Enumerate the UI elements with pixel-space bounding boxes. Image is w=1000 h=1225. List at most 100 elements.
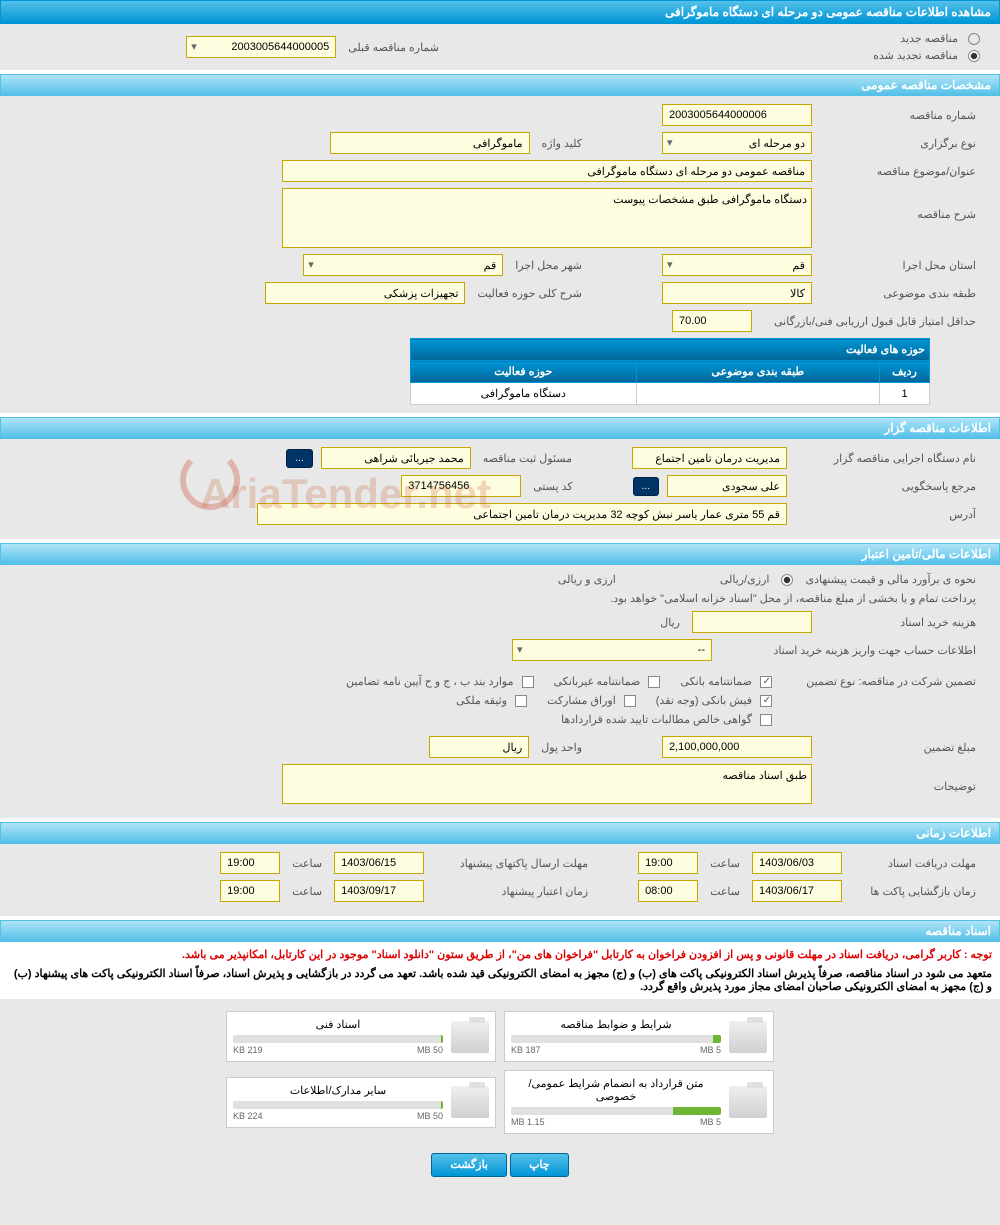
open-date[interactable]: 1403/06/17 [752,880,842,902]
address-label: آدرس [795,508,980,521]
cb-receivables[interactable] [760,714,772,726]
keyword-field[interactable]: ماموگرافی [330,132,530,154]
cell-act: دستگاه ماموگرافی [411,383,637,405]
submit-time[interactable]: 19:00 [220,852,280,874]
general-content: شماره مناقصه 2003005644000006 نوع برگزار… [0,96,1000,413]
file-box[interactable]: اسناد فنی 50 MB219 KB [226,1011,496,1062]
file-used: 1.15 MB [511,1117,545,1127]
file-total: 50 MB [417,1111,443,1121]
desc-textarea[interactable]: دستگاه ماموگرافی طبق مشخصات پیوست [282,188,812,248]
account-select[interactable]: -- [512,639,712,661]
page-title: مشاهده اطلاعات مناقصه عمومی دو مرحله ای … [0,0,1000,24]
file-box[interactable]: شرایط و ضوابط مناقصه 5 MB 187 KB [504,1011,774,1062]
responder-field: علی سجودی [667,475,787,497]
guarantee-label: تضمین شرکت در مناقصه: نوع تضمین [780,675,980,688]
cell-num: 1 [880,383,930,405]
tender-number-field: 2003005644000006 [662,104,812,126]
section-timing: اطلاعات زمانی [0,822,1000,844]
table-title: حوزه های فعالیت [411,339,930,361]
estimate-label: نحوه ی برآورد مالی و قیمت پیشنهادی [801,573,980,586]
tender-number-label: شماره مناقصه [820,109,980,122]
financial-content: نحوه ی برآورد مالی و قیمت پیشنهادی ارزی/… [0,565,1000,818]
valid-date[interactable]: 1403/09/17 [334,880,424,902]
file-name: شرایط و ضوابط مناقصه [511,1018,721,1031]
activity-field[interactable]: تجهیزات پزشکی [265,282,465,304]
receive-label: مهلت دریافت اسناد [850,857,980,870]
col-category: طبقه بندی موضوعی [636,361,879,383]
category-field[interactable]: کالا [662,282,812,304]
time-label-1: ساعت [706,857,744,870]
postal-label: کد پستی [529,480,576,493]
page-container: AriaTender.net مشاهده اطلاعات مناقصه عمو… [0,0,1000,1183]
valid-time[interactable]: 19:00 [220,880,280,902]
notes-label: توضیحات [820,764,980,793]
footer: چاپ بازگشت [0,1146,1000,1183]
cb-cash[interactable] [760,695,772,707]
print-button[interactable]: چاپ [510,1153,569,1177]
valid-label: زمان اعتبار پیشنهاد [432,885,592,898]
file-box[interactable]: سایر مدارک/اطلاعات 50 MB224 KB [226,1077,496,1128]
open-time[interactable]: 08:00 [638,880,698,902]
city-select[interactable]: قم [303,254,503,276]
file-total: 5 MB [700,1045,721,1055]
unit-label: واحد پول [537,741,586,754]
account-label: اطلاعات حساب جهت واریز هزینه خرید اسناد [720,644,980,657]
time-label-4: ساعت [288,885,326,898]
postal-field: 3714756456 [401,475,521,497]
reg-field: محمد جیریائی شراهی [321,447,471,469]
file-progress [511,1035,721,1043]
amount-field[interactable]: 2,100,000,000 [662,736,812,758]
prev-number-select[interactable]: 2003005644000005 [186,36,336,58]
file-name: سایر مدارک/اطلاعات [233,1084,443,1097]
file-total: 50 MB [417,1045,443,1055]
section-organizer: اطلاعات مناقصه گزار [0,417,1000,439]
submit-date[interactable]: 1403/06/15 [334,852,424,874]
subject-label: عنوان/موضوع مناقصه [820,165,980,178]
receive-date[interactable]: 1403/06/03 [752,852,842,874]
prev-number-label: شماره مناقصه قبلی [344,41,443,54]
docs-warning: توجه : کاربر گرامی، دریافت اسناد در مهلت… [0,942,1000,967]
tender-type-select[interactable]: دو مرحله ای [662,132,812,154]
address-field: قم 55 متری عمار یاسر نبش کوچه 32 مدیریت … [257,503,787,525]
radio-new-label: مناقصه جدید [896,32,962,45]
receive-time[interactable]: 19:00 [638,852,698,874]
organizer-content: نام دستگاه اجرایی مناقصه گزار مدیریت درم… [0,439,1000,539]
category-label: طبقه بندی موضوعی [820,287,980,300]
cb-bond[interactable] [522,676,534,688]
minscore-field[interactable]: 70.00 [672,310,752,332]
file-used: 219 KB [233,1045,263,1055]
minscore-label: حداقل امتیاز قابل قبول ارزیابی فنی/بازرگ… [760,315,980,328]
radio-currency[interactable] [781,574,793,586]
docfee-field[interactable] [692,611,812,633]
reg-more-button[interactable]: ... [286,449,312,468]
radio-new-tender[interactable] [968,33,980,45]
reg-label: مسئول ثبت مناقصه [479,452,576,465]
section-financial: اطلاعات مالی/تامین اعتبار [0,543,1000,565]
treasury-note: پرداخت تمام و یا بخشی از مبلغ مناقصه، از… [606,592,980,605]
cb-property[interactable] [515,695,527,707]
amount-label: مبلغ تضمین [820,741,980,754]
open-label: زمان بازگشایی پاکت ها [850,885,980,898]
back-button[interactable]: بازگشت [431,1153,507,1177]
table-row: 1 دستگاه ماموگرافی [411,383,930,405]
province-select[interactable]: قم [662,254,812,276]
docfee-label: هزینه خرید اسناد [820,616,980,629]
section-documents: اسناد مناقصه [0,920,1000,942]
cb-bank[interactable] [760,676,772,688]
exec-label: نام دستگاه اجرایی مناقصه گزار [795,452,980,465]
province-label: استان محل اجرا [820,259,980,272]
file-box[interactable]: متن قرارداد به انضمام شرایط عمومی/خصوصی … [504,1070,774,1134]
rial-label: ریال [656,616,684,629]
keyword-label: کلید واژه [538,137,586,150]
unit-field[interactable]: ریال [429,736,529,758]
file-used: 187 KB [511,1045,541,1055]
subject-field[interactable]: مناقصه عمومی دو مرحله ای دستگاه ماموگراف… [282,160,812,182]
activity-table: حوزه های فعالیت ردیف طبقه بندی موضوعی حو… [410,338,930,405]
cb-securities[interactable] [624,695,636,707]
cb-nonbank[interactable] [648,676,660,688]
col-row: ردیف [880,361,930,383]
responder-more-button[interactable]: ... [633,477,659,496]
activity-label: شرح کلی حوزه فعالیت [473,287,586,300]
radio-renewed-tender[interactable] [968,50,980,62]
notes-textarea[interactable]: طبق اسناد مناقصه [282,764,812,804]
